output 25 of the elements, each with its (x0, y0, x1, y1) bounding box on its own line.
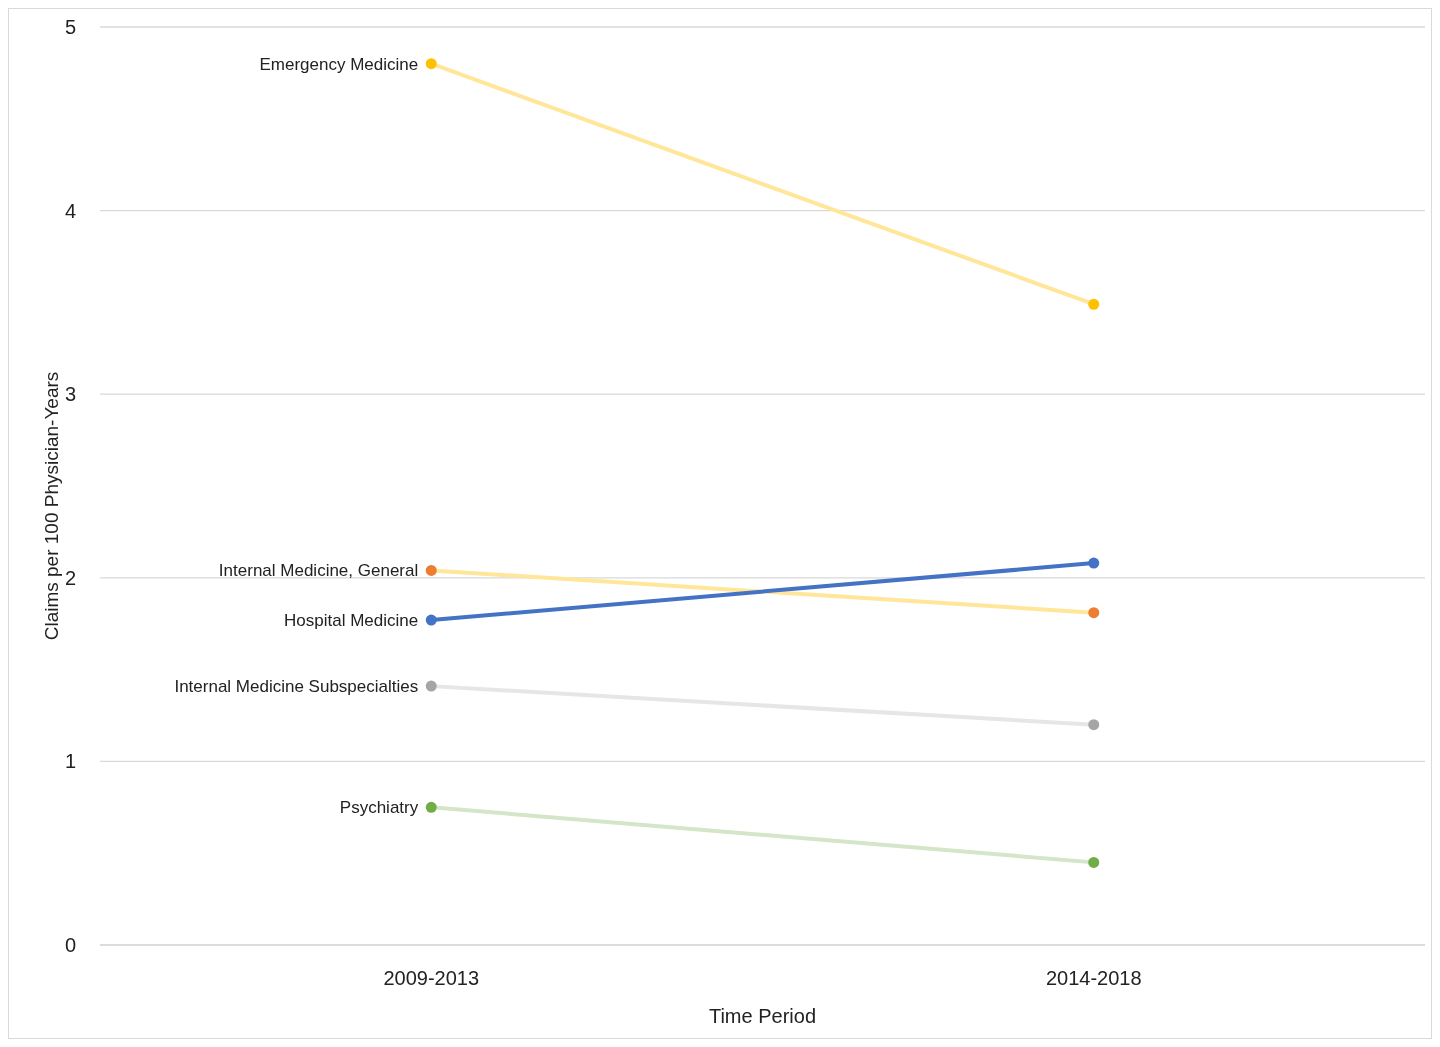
point (425, 801, 437, 813)
point (1088, 856, 1100, 868)
y-tick-label: 4 (64, 199, 76, 222)
point (425, 614, 437, 626)
point (1088, 298, 1100, 310)
series-label: Internal Medicine Subspecialties (174, 677, 419, 697)
point (425, 58, 437, 70)
point (1088, 557, 1100, 569)
point (425, 680, 437, 692)
series-label: Internal Medicine, General (218, 561, 419, 581)
y-tick-label: 1 (64, 750, 76, 773)
series-label: Hospital Medicine (284, 610, 419, 630)
y-tick-label: 3 (64, 383, 76, 406)
x-tick-label: 2014-2018 (1045, 967, 1142, 989)
point (1088, 719, 1100, 731)
point (425, 564, 437, 576)
y-axis-title: Claims per 100 Physician-Years (41, 371, 62, 641)
x-axis-title: Time Period (708, 1005, 817, 1027)
y-tick-label: 0 (64, 934, 76, 956)
point (1088, 607, 1100, 619)
series-label: Psychiatry (339, 798, 419, 818)
y-tick-label: 5 (64, 16, 76, 38)
y-tick-label: 2 (64, 566, 76, 589)
x-tick-label: 2009-2013 (383, 967, 480, 989)
series-label: Emergency Medicine (259, 54, 419, 74)
